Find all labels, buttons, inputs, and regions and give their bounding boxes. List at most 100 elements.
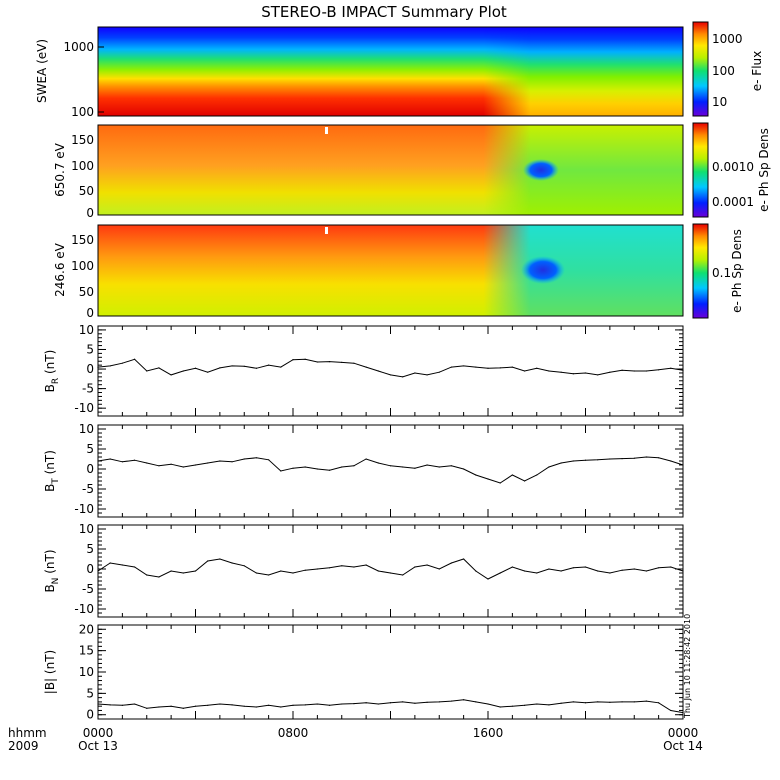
data-point [109, 704, 111, 706]
pad-246-ytick: 100 [71, 259, 94, 273]
x-tick-label: 1600 [473, 726, 504, 740]
data-point [487, 578, 489, 580]
data-point [121, 704, 123, 706]
y-tick-label: -5 [82, 382, 94, 396]
y-tick-label: 0 [86, 362, 94, 376]
data-point [633, 568, 635, 570]
x-year-label: 2009 [8, 739, 39, 753]
data-point [609, 701, 611, 703]
data-point [609, 458, 611, 460]
panel-ylabel: |B| (nT) [43, 650, 57, 694]
data-point [353, 465, 355, 467]
data-point [463, 558, 465, 560]
flux-colorbar-label: e- Flux [750, 51, 764, 91]
pad-246-spectrogram [97, 224, 684, 317]
data-point [207, 371, 209, 373]
pad-650-ytick: 150 [71, 133, 94, 147]
data-point [487, 703, 489, 705]
data-point [268, 704, 270, 706]
data-point [414, 566, 416, 568]
data-point [511, 474, 513, 476]
pad-650-ytick: 50 [79, 184, 94, 198]
y-tick-label: 5 [86, 442, 94, 456]
flux-colorbar-tick: 100 [712, 64, 735, 78]
y-tick-label: -10 [74, 401, 94, 415]
data-point [402, 376, 404, 378]
data-point [389, 702, 392, 704]
data-point [231, 461, 233, 463]
data-point [548, 466, 550, 468]
data-point [438, 568, 440, 570]
data-point [560, 371, 562, 373]
y-tick-label: -10 [74, 602, 94, 616]
data-point [243, 365, 245, 367]
x-date-label: Oct 13 [78, 739, 118, 753]
data-point [645, 570, 648, 572]
data-point [219, 558, 221, 560]
data-point [572, 701, 574, 703]
data-point [328, 704, 331, 706]
swea-ytick: 100 [71, 105, 94, 119]
data-point [597, 570, 599, 572]
data-point [523, 370, 526, 372]
data-point [487, 478, 489, 480]
data-point [548, 370, 550, 372]
data-point [560, 702, 562, 704]
data-point [463, 699, 465, 701]
data-point [121, 461, 123, 463]
y-tick-label: 10 [79, 422, 94, 436]
y-tick-label: -5 [82, 482, 94, 496]
data-point [523, 570, 526, 572]
data-point [316, 361, 318, 363]
field-panel-t: 10 5 0 -5 -10 BT (nT) [43, 422, 684, 518]
flux-colorbar-tick: 1000 [712, 32, 743, 46]
pad-650-ylabel: 650.7 eV [53, 142, 67, 197]
phase1-colorbar-tick: 0.0010 [712, 160, 754, 174]
pad-650-data-gap [325, 127, 328, 134]
data-point [572, 567, 574, 569]
x-tick-label: 0000 [668, 726, 699, 740]
data-point [280, 366, 282, 368]
series-line [97, 558, 684, 580]
data-point [511, 566, 513, 568]
data-point [645, 456, 648, 458]
data-point [633, 701, 635, 703]
data-point [584, 372, 587, 374]
y-tick-label: 20 [79, 622, 94, 636]
data-point [645, 700, 648, 702]
data-point [268, 574, 270, 576]
data-point [280, 706, 282, 708]
data-point [365, 564, 367, 566]
data-point [389, 374, 392, 376]
data-point [670, 566, 672, 568]
data-point [304, 358, 306, 360]
data-point [158, 706, 160, 708]
data-point [670, 709, 672, 712]
data-point [645, 370, 648, 372]
data-point [523, 480, 526, 482]
panel-frame [97, 325, 684, 417]
data-point [621, 569, 623, 571]
data-point [328, 567, 331, 569]
data-point [146, 707, 148, 709]
field-panel-n: 10 5 0 -5 -10 BN (nT) [43, 522, 684, 618]
flux-colorbar-tick: 10 [712, 95, 727, 109]
data-point [597, 459, 599, 461]
data-point [158, 465, 160, 467]
data-point [499, 572, 501, 574]
data-point [170, 463, 172, 465]
data-point [194, 570, 197, 572]
data-point [633, 370, 635, 372]
data-point [109, 562, 111, 564]
data-point [97, 460, 99, 462]
data-point [194, 705, 197, 707]
data-point [255, 706, 258, 708]
data-point [109, 365, 111, 367]
pad-246-depletion-blob [521, 256, 565, 284]
data-point [450, 700, 453, 702]
swea-spectrogram [97, 26, 684, 117]
data-point [158, 367, 160, 369]
